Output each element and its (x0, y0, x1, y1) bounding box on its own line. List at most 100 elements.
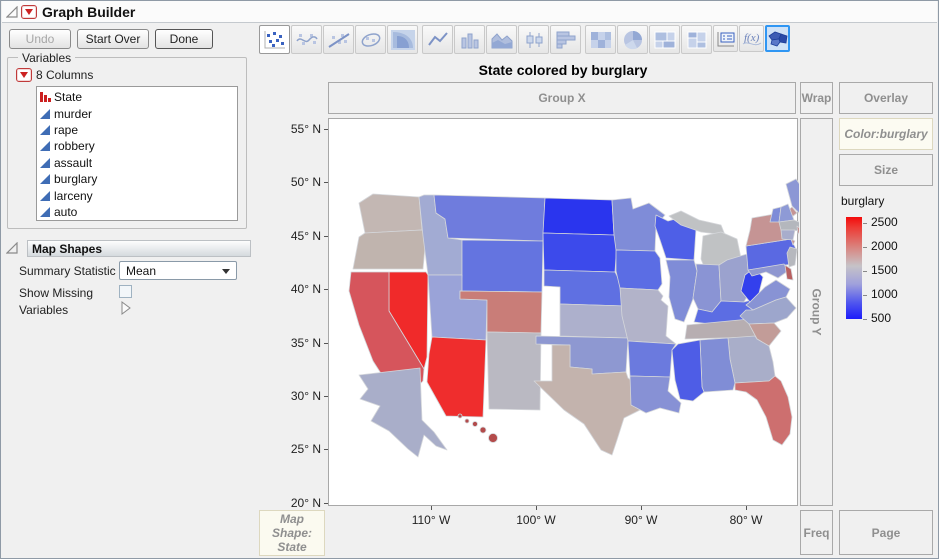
variable-label: burglary (54, 172, 98, 187)
color-drop-zone[interactable]: Color:burglary (839, 118, 933, 150)
x-tick-label: 90° W (624, 513, 658, 527)
group-y-drop-zone[interactable]: Group Y (800, 118, 833, 506)
continuous-column-icon (39, 190, 52, 202)
summary-statistic-label: Summary Statistic (19, 264, 116, 278)
formula-icon: f(x) (742, 32, 761, 45)
variable-item[interactable]: assault (39, 155, 237, 171)
y-tick-mark (324, 449, 328, 451)
show-missing-label: Show Missing (19, 286, 94, 300)
undo-button[interactable]: Undo (9, 29, 71, 49)
y-tick-label: 45° N (290, 228, 321, 243)
start-over-button[interactable]: Start Over (77, 29, 149, 49)
variable-item[interactable]: robbery (39, 138, 237, 154)
variable-item[interactable]: auto (39, 204, 237, 220)
variables-panel: Variables 8 Columns State murder rape robbe… (7, 51, 247, 229)
legend-gradient-bar[interactable] (846, 217, 862, 319)
variables-row-label: Variables (19, 303, 69, 317)
x-tick-mark (536, 506, 537, 510)
heatmap-icon (590, 31, 611, 48)
smoother-element-button[interactable] (291, 25, 322, 54)
y-tick-label: 20° N (290, 495, 321, 510)
legend-tick-label: 1000 (871, 287, 898, 301)
mosaic-element-button[interactable] (681, 25, 712, 54)
treemap-element-button[interactable] (649, 25, 680, 54)
legend-tick-mark (863, 295, 867, 296)
size-drop-zone[interactable]: Size (839, 154, 933, 186)
page-title: Graph Builder (42, 4, 136, 20)
variable-item[interactable]: murder (39, 105, 237, 121)
pie-icon (623, 30, 642, 49)
menu-arrow-icon (25, 9, 33, 15)
variables-list: State murder rape robbery assault burglary lar… (36, 86, 238, 221)
box-plot-element-button[interactable] (518, 25, 549, 54)
variable-label: auto (54, 204, 78, 219)
y-tick-mark (324, 502, 328, 504)
legend-tick-label: 2500 (871, 215, 898, 229)
points-element-button[interactable] (259, 25, 290, 54)
svg-text:f(x): f(x) (744, 32, 760, 44)
menu-arrow-icon (20, 72, 28, 78)
bar-icon (461, 33, 478, 48)
variable-label: murder (54, 106, 93, 121)
wrap-drop-zone[interactable]: Wrap (800, 82, 833, 114)
caption-box-element-button[interactable] (713, 25, 738, 52)
map-shape-drop-zone[interactable]: Map Shape: State (259, 510, 325, 556)
variables-expand-icon[interactable] (120, 301, 132, 315)
freq-drop-zone[interactable]: Freq (800, 510, 833, 555)
line-of-fit-element-button[interactable] (323, 25, 354, 54)
red-menu-button[interactable] (21, 5, 37, 19)
y-tick-label: 40° N (290, 282, 321, 297)
nominal-column-icon (39, 91, 52, 103)
page-drop-zone[interactable]: Page (839, 510, 933, 555)
y-tick-mark (324, 342, 328, 344)
area-element-button[interactable] (486, 25, 517, 54)
variable-item[interactable]: State (39, 89, 237, 105)
heatmap-element-button[interactable] (585, 25, 616, 54)
continuous-column-icon (39, 157, 52, 169)
overlay-drop-zone[interactable]: Overlay (839, 82, 933, 114)
histogram-element-button[interactable] (550, 25, 581, 54)
map-shapes-panel-header[interactable]: Map Shapes (27, 240, 251, 257)
continuous-column-icon (39, 108, 52, 120)
x-tick-label: 80° W (729, 513, 763, 527)
continuous-column-icon (39, 206, 52, 218)
disclosure-triangle-icon[interactable] (6, 6, 18, 18)
formula-element-button[interactable]: f(x) (739, 25, 764, 52)
y-tick-mark (324, 396, 328, 397)
title-bar: Graph Builder (2, 1, 937, 23)
chart-title: State colored by burglary (478, 62, 648, 78)
y-tick-mark (324, 289, 328, 291)
map-shapes-icon (767, 31, 787, 46)
bar-element-button[interactable] (454, 25, 485, 54)
legend-tick-label: 500 (871, 311, 892, 325)
variable-label: rape (54, 122, 79, 137)
y-tick-mark (324, 129, 328, 130)
done-button[interactable]: Done (155, 29, 213, 49)
legend-tick-mark (863, 319, 867, 320)
ellipse-icon (361, 32, 380, 47)
map-shapes-disclosure-icon[interactable] (6, 242, 18, 254)
caption-box-icon (717, 31, 734, 46)
variable-item[interactable]: rape (39, 122, 237, 138)
line-icon (427, 31, 448, 46)
columns-menu-button[interactable] (16, 68, 32, 82)
smoother-icon (295, 33, 318, 45)
line-element-button[interactable] (422, 25, 453, 54)
variable-item[interactable]: larceny (39, 187, 237, 203)
variable-item[interactable]: burglary (39, 171, 237, 187)
show-missing-checkbox[interactable] (119, 285, 132, 298)
legend-title: burglary (841, 194, 885, 208)
legend-tick-mark (863, 247, 867, 248)
group-x-drop-zone[interactable]: Group X (328, 82, 796, 114)
ellipse-element-button[interactable] (355, 25, 386, 54)
box-plot-icon (526, 31, 542, 48)
pie-element-button[interactable] (617, 25, 648, 54)
map-shapes-element-button[interactable] (765, 25, 790, 52)
contour-element-button[interactable] (387, 25, 418, 54)
summary-statistic-dropdown[interactable]: Mean (119, 261, 237, 280)
y-tick-label: 30° N (290, 389, 321, 403)
map-plot-area[interactable] (328, 118, 799, 506)
x-tick-label: 110° W (411, 513, 451, 527)
y-tick-mark (324, 182, 328, 184)
